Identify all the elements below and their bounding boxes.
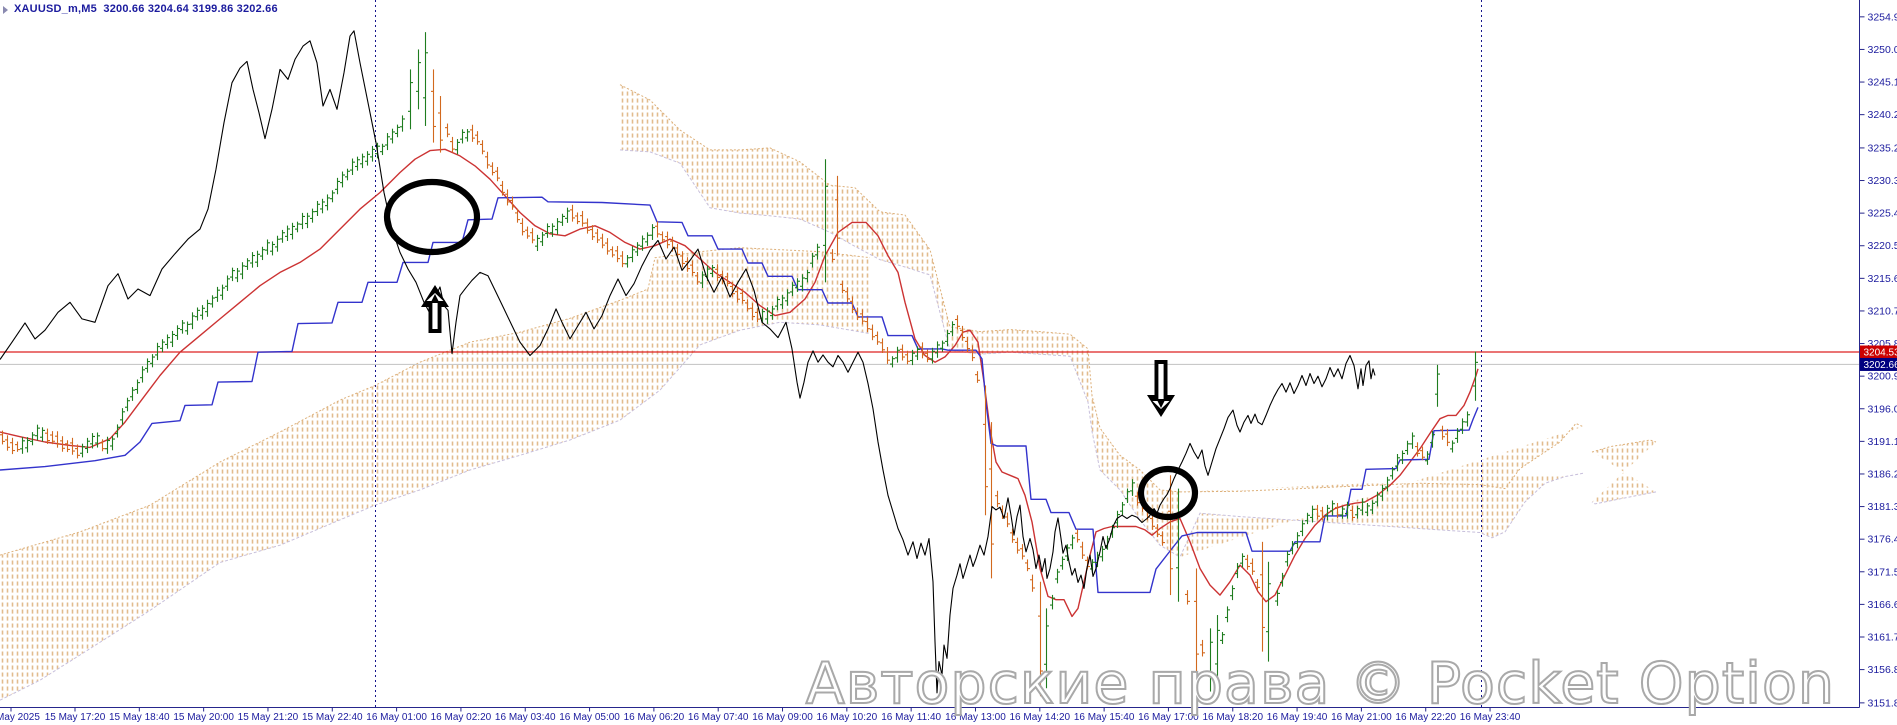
time-axis-label[interactable]: 16 May 06:20 bbox=[624, 712, 685, 723]
price-axis-label[interactable]: 3176.40 bbox=[1868, 534, 1897, 546]
time-axis-label[interactable]: 16 May 13:00 bbox=[945, 712, 1006, 723]
up-arrow-annotation[interactable] bbox=[426, 293, 444, 329]
price-axis-label[interactable]: 3166.60 bbox=[1868, 599, 1897, 611]
time-axis-label[interactable]: 16 May 22:20 bbox=[1395, 712, 1456, 723]
price-axis-label[interactable]: 3181.30 bbox=[1868, 501, 1897, 513]
time-axis-label[interactable]: 16 May 17:00 bbox=[1138, 712, 1199, 723]
time-axis-label[interactable]: 16 May 01:00 bbox=[366, 712, 427, 723]
ichimoku-cloud bbox=[1180, 423, 1583, 558]
time-axis-label[interactable]: 16 May 05:00 bbox=[559, 712, 620, 723]
time-axis-label[interactable]: 15 May 21:20 bbox=[238, 712, 299, 723]
price-axis-label[interactable]: 3225.40 bbox=[1868, 208, 1897, 220]
kijun-sen-line bbox=[0, 196, 1479, 594]
ichimoku-cloud bbox=[620, 84, 1180, 558]
price-axis-label[interactable]: 3151.80 bbox=[1868, 697, 1897, 709]
ichimoku-cloud bbox=[0, 247, 870, 701]
price-axis-label[interactable]: 3254.90 bbox=[1868, 11, 1897, 23]
time-axis-label[interactable]: 15 May 2025 bbox=[0, 712, 40, 723]
senkou-span-a-line bbox=[1179, 422, 1584, 493]
down-arrow-annotation[interactable] bbox=[1152, 364, 1170, 409]
time-axis-label[interactable]: 16 May 07:40 bbox=[688, 712, 749, 723]
price-axis-label[interactable]: 3191.10 bbox=[1868, 436, 1897, 448]
time-axis-label[interactable]: 16 May 02:20 bbox=[431, 712, 492, 723]
time-axis-label[interactable]: 16 May 19:40 bbox=[1267, 712, 1328, 723]
time-axis-label[interactable]: 16 May 18:20 bbox=[1202, 712, 1263, 723]
arrow-inner-glyph bbox=[1156, 399, 1166, 408]
price-axis-label[interactable]: 3200.90 bbox=[1868, 371, 1897, 383]
highlight-circle-annotation[interactable] bbox=[383, 178, 481, 256]
arrow-inner-glyph bbox=[430, 294, 440, 303]
price-tag bbox=[1860, 345, 1897, 359]
price-axis-label[interactable]: 3161.70 bbox=[1868, 631, 1897, 643]
chikou-span-line bbox=[0, 30, 1376, 694]
time-axis-label[interactable]: 16 May 23:40 bbox=[1460, 712, 1521, 723]
time-axis-label[interactable]: 16 May 21:00 bbox=[1331, 712, 1392, 723]
tenkan-sen-line bbox=[0, 148, 1479, 618]
senkou-span-b-line bbox=[0, 321, 871, 701]
price-axis-label[interactable]: 3245.10 bbox=[1868, 77, 1897, 89]
time-axis-label[interactable]: 16 May 15:40 bbox=[1074, 712, 1135, 723]
price-axis-label[interactable]: 3215.60 bbox=[1868, 273, 1897, 285]
broker-watermark: Авторские права © Pocket Option bbox=[805, 651, 1835, 717]
price-axis-label[interactable]: 3196.00 bbox=[1868, 403, 1897, 415]
one-click-trading-collapse-icon[interactable] bbox=[3, 6, 8, 14]
time-axis-label[interactable]: 15 May 17:20 bbox=[45, 712, 106, 723]
highlight-circle-annotation[interactable] bbox=[1137, 465, 1199, 521]
price-axis-label[interactable]: 3156.80 bbox=[1868, 664, 1897, 676]
symbol-ohlc-quote: XAUUSD_m,M5 3200.66 3204.64 3199.86 3202… bbox=[14, 3, 278, 15]
price-axis-label[interactable]: 3230.30 bbox=[1868, 175, 1897, 187]
price-axis-label[interactable]: 3220.50 bbox=[1868, 240, 1897, 252]
time-axis-label[interactable]: 15 May 18:40 bbox=[109, 712, 170, 723]
time-axis-label[interactable]: 16 May 10:20 bbox=[817, 712, 878, 723]
senkou-span-a-line bbox=[1591, 439, 1657, 453]
price-axis-label[interactable]: 3210.70 bbox=[1868, 305, 1897, 317]
senkou-span-a-line bbox=[619, 84, 1181, 493]
senkou-span-b-line bbox=[1591, 491, 1657, 505]
time-axis-label[interactable]: 16 May 09:00 bbox=[752, 712, 813, 723]
price-axis-label[interactable]: 3186.20 bbox=[1868, 468, 1897, 480]
price-bars bbox=[0, 32, 1478, 697]
price-tag-label: 3204.53 bbox=[1864, 348, 1897, 359]
price-axis-label[interactable]: 3240.20 bbox=[1868, 109, 1897, 121]
senkou-span-b-line bbox=[619, 149, 1181, 558]
senkou-span-a-line bbox=[0, 247, 871, 556]
time-axis-label[interactable]: 15 May 20:00 bbox=[173, 712, 234, 723]
ichimoku-cloud bbox=[1592, 440, 1656, 504]
price-axis-label[interactable]: 3171.50 bbox=[1868, 566, 1897, 578]
price-tag bbox=[1860, 357, 1897, 371]
time-axis-label[interactable]: 16 May 14:20 bbox=[1009, 712, 1070, 723]
price-tag-label: 3202.66 bbox=[1864, 360, 1897, 371]
time-axis-label[interactable]: 16 May 03:40 bbox=[495, 712, 556, 723]
time-axis-label[interactable]: 15 May 22:40 bbox=[302, 712, 363, 723]
price-axis-label[interactable]: 3235.20 bbox=[1868, 142, 1897, 154]
time-axis-label[interactable]: 16 May 11:40 bbox=[881, 712, 941, 723]
senkou-span-b-line bbox=[1179, 472, 1584, 558]
price-axis-label[interactable]: 3250.00 bbox=[1868, 44, 1897, 56]
